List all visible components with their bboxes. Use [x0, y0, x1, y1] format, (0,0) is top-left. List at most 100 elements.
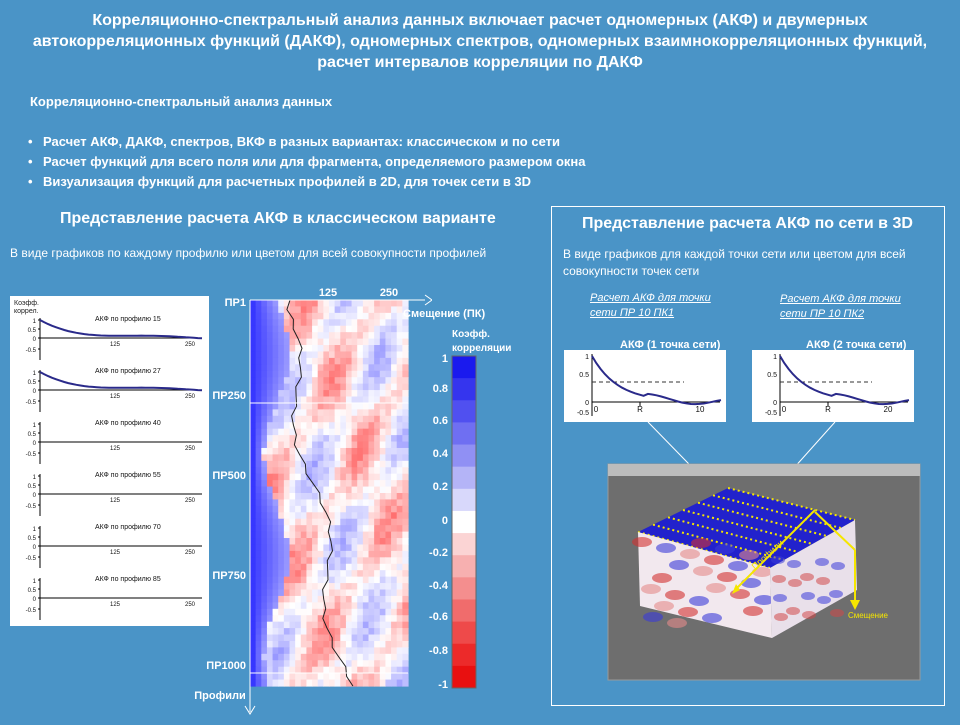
heatmap-cell [266, 538, 274, 546]
heatmap-cell [396, 402, 403, 410]
heatmap-cell [345, 673, 353, 681]
heatmap-y-axis-label: Профили [194, 690, 245, 702]
heatmap-cell [334, 345, 341, 353]
heatmap-cell [250, 435, 257, 443]
heatmap-cell [289, 628, 296, 636]
heatmap-cell [357, 518, 364, 526]
heatmap-cell [385, 673, 392, 681]
heatmap-cell [368, 621, 375, 629]
heatmap-cell [300, 666, 308, 674]
heatmap-cell [368, 467, 375, 475]
heatmap-cell [391, 595, 398, 603]
heatmap-cell [272, 538, 279, 546]
heatmap-cell [250, 493, 257, 501]
heatmap-cell [255, 390, 262, 398]
cube-side-pattern [786, 607, 800, 615]
heatmap-cell [300, 525, 308, 533]
heatmap-cell [329, 441, 336, 449]
heatmap-cell [345, 653, 353, 661]
heatmap-cell [351, 615, 358, 623]
heatmap-cell [266, 544, 274, 552]
link-acf-point-1[interactable]: Расчет АКФ для точки сети ПР 10 ПК1 [590, 292, 711, 319]
heatmap-cell [396, 435, 403, 443]
heatmap-cell [396, 370, 403, 378]
plot-ytick-label: 1 [33, 475, 37, 481]
heatmap-cell [379, 653, 387, 661]
heatmap-cell [306, 576, 313, 584]
link-acf-point-2[interactable]: Расчет АКФ для точки сети ПР 10 ПК2 [780, 293, 901, 320]
heatmap-cell [312, 357, 319, 365]
heatmap-cell [379, 480, 387, 488]
acf-curve [591, 355, 722, 406]
plot-ytick-label: 0 [585, 400, 589, 407]
heatmap-cell [379, 390, 387, 398]
heatmap-cell [250, 345, 257, 353]
heatmap-cell [323, 319, 330, 327]
plot-ytick-label: 0 [773, 400, 777, 407]
heatmap-cell [306, 608, 313, 616]
heatmap-cell [306, 557, 313, 565]
heatmap-cell [300, 390, 308, 398]
heatmap-cell [391, 640, 398, 648]
heatmap-cell [345, 557, 353, 565]
heatmap-cell [379, 338, 387, 346]
heatmap-cell [362, 377, 370, 385]
heatmap-cell [357, 570, 364, 578]
heatmap-cell [362, 550, 370, 558]
cube-window-titlebar [608, 464, 920, 476]
heatmap-cell [345, 460, 353, 468]
heatmap-cell [385, 447, 392, 455]
heatmap-cell [295, 512, 302, 520]
heatmap-cell [391, 544, 398, 552]
cube-side-pattern [771, 556, 785, 564]
acf-point-1-plot: 1 0.5 0 -0.5 0 R 10 [564, 350, 726, 422]
heatmap-cell [374, 486, 381, 494]
heatmap-cell [345, 402, 353, 410]
heatmap-cell [255, 557, 262, 565]
heatmap-cell [340, 364, 347, 372]
heatmap-cell [374, 660, 381, 668]
heatmap-cell [312, 312, 319, 320]
heatmap-cell [255, 634, 262, 642]
heatmap-cell [340, 640, 347, 648]
heatmap-cell [250, 300, 257, 308]
heatmap-cell [351, 557, 358, 565]
heatmap-cell [306, 454, 313, 462]
heatmap-cell [250, 557, 257, 565]
heatmap-cell [300, 441, 308, 449]
heatmap-cell [300, 319, 308, 327]
heatmap-cell [379, 570, 387, 578]
heatmap-cell [357, 679, 364, 687]
heatmap-cell [289, 595, 296, 603]
heatmap-cell [261, 640, 268, 648]
heatmap-cell [272, 345, 279, 353]
heatmap-cell [391, 402, 398, 410]
heatmap-cell [261, 370, 268, 378]
plot-xtick-label: 250 [185, 602, 196, 608]
heatmap-cell [272, 377, 279, 385]
heatmap-cell [323, 493, 330, 501]
heatmap-cell [385, 402, 392, 410]
heatmap-cell [266, 460, 274, 468]
heatmap-cell [379, 493, 387, 501]
heatmap-cell [278, 576, 285, 584]
heatmap-cell [255, 486, 262, 494]
cube-front-pattern [730, 589, 750, 599]
heatmap-cell [329, 563, 336, 571]
heatmap-cell [340, 570, 347, 578]
heatmap-cell [295, 435, 302, 443]
heatmap-cell [278, 634, 285, 642]
heatmap-cell [345, 531, 353, 539]
heatmap-cell [250, 332, 257, 340]
heatmap-cell [283, 505, 291, 513]
heatmap-cell [266, 345, 274, 353]
heatmap-cell [351, 570, 358, 578]
heatmap-cell [374, 653, 381, 661]
heatmap-cell [278, 570, 285, 578]
heatmap-cell [357, 370, 364, 378]
heatmap-cell [345, 570, 353, 578]
heatmap-cell [295, 653, 302, 661]
plot-ytick-label: 0.5 [28, 536, 37, 542]
plot-ylabel: Коэфф. [14, 300, 39, 307]
heatmap-cell [323, 563, 330, 571]
